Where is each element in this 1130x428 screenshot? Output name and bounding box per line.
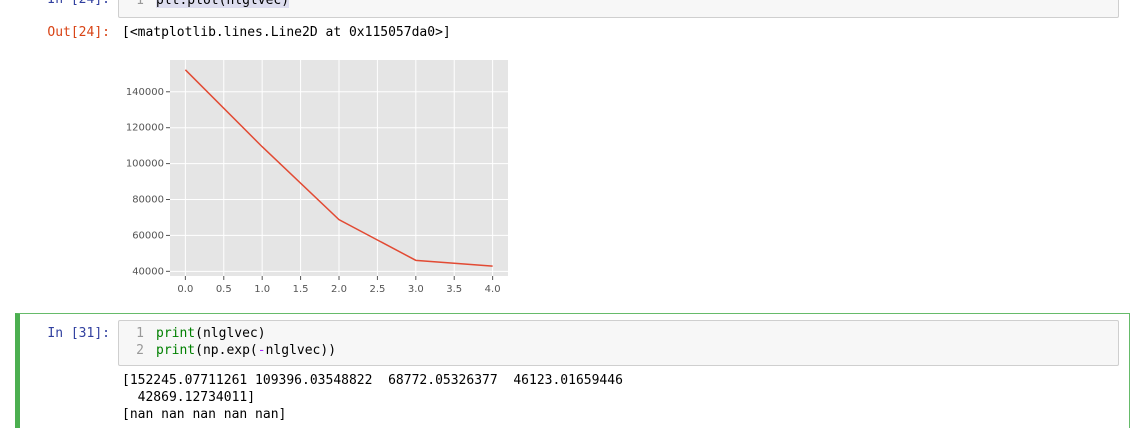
code-token: nlglvec))	[265, 343, 337, 358]
x-tick-label: 3.5	[446, 284, 462, 295]
y-tick-label: 120000	[126, 123, 164, 134]
x-tick-label: 1.0	[254, 284, 270, 295]
x-tick-label: 2.0	[331, 284, 347, 295]
code-token: print	[156, 343, 196, 358]
x-tick-label: 2.5	[369, 284, 385, 295]
y-tick-label: 80000	[132, 195, 164, 206]
input-prompt: In [31]:	[47, 326, 110, 341]
x-tick-label: 0.5	[216, 284, 232, 295]
y-tick-label: 40000	[132, 266, 164, 277]
code-box[interactable]	[118, 320, 1119, 366]
output-line: [nan nan nan nan nan]	[122, 407, 287, 422]
code-token: (np.exp(	[195, 343, 258, 358]
code-token: (nlglvec)	[195, 326, 266, 341]
y-tick-label: 140000	[126, 87, 164, 98]
line-number: 1	[136, 326, 144, 341]
input-prompt: In [24]:	[40, 0, 110, 7]
output-prompt: Out[24]:	[47, 25, 110, 40]
code-box[interactable]	[118, 0, 1119, 18]
y-tick-label: 100000	[126, 159, 164, 170]
output-line: [152245.07711261 109396.03548822 68772.0…	[122, 373, 623, 388]
x-tick-label: 0.0	[177, 284, 193, 295]
output-line: 42869.12734011]	[122, 390, 256, 405]
output-text: [<matplotlib.lines.Line2D at 0x115057da0…	[122, 25, 451, 40]
x-tick-label: 1.5	[293, 284, 309, 295]
data-line	[184, 69, 493, 267]
output-text: [152245.07711261 109396.03548822 68772.0…	[122, 372, 623, 423]
chart: 40000 60000 80000 100000 120000 140000 0.0 0.5 1…	[126, 60, 508, 295]
x-tick-label: 4.0	[485, 284, 501, 295]
x-tick-label: 3.0	[408, 284, 424, 295]
line-number: 1	[136, 0, 144, 8]
code-line: print(np.exp(-nlglvec))	[156, 343, 336, 358]
code-token: plt.plot(nlglvec)	[156, 0, 290, 8]
code-token: print	[156, 326, 196, 341]
code-line: plt.plot(nlglvec)	[156, 0, 290, 8]
code-line: print(nlglvec)	[156, 326, 266, 341]
line-number: 2	[136, 343, 144, 358]
code-token: -	[257, 343, 266, 358]
y-tick-label: 60000	[132, 230, 164, 241]
